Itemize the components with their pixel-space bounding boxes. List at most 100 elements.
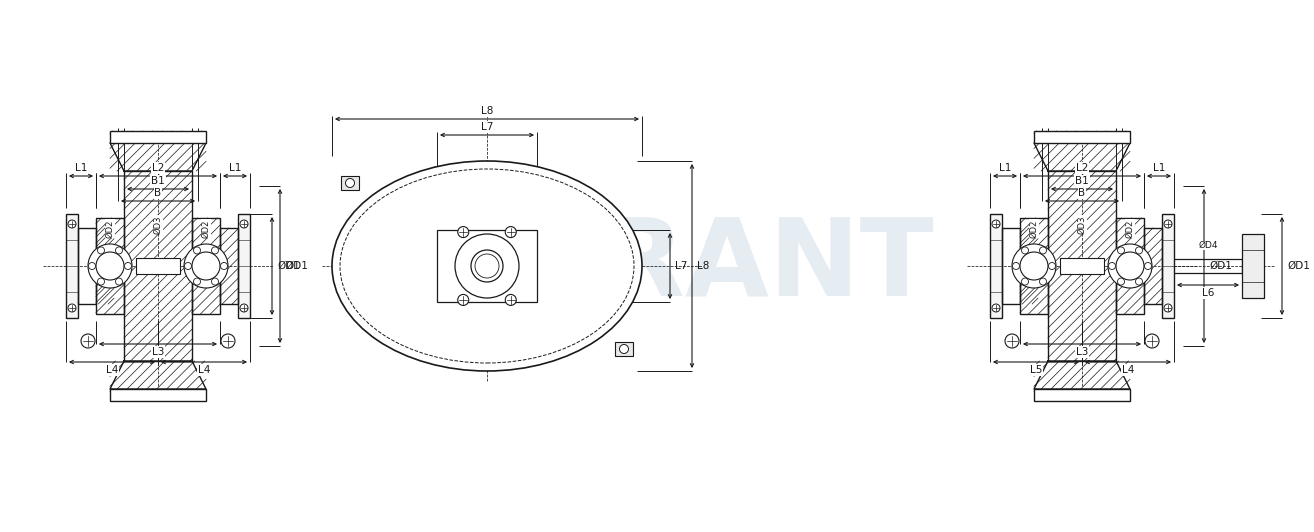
- Bar: [66, 214, 78, 318]
- Circle shape: [992, 304, 1000, 312]
- Text: B1: B1: [1075, 176, 1089, 186]
- Text: L4: L4: [198, 365, 210, 375]
- Circle shape: [1164, 304, 1172, 312]
- Text: L1: L1: [229, 163, 242, 173]
- Circle shape: [212, 278, 218, 285]
- Circle shape: [506, 227, 516, 238]
- Circle shape: [184, 262, 192, 270]
- Circle shape: [1117, 278, 1125, 285]
- Bar: [1020, 228, 1038, 304]
- Text: L8: L8: [696, 261, 710, 271]
- Circle shape: [1005, 334, 1018, 348]
- Bar: [96, 228, 114, 304]
- Circle shape: [184, 244, 229, 288]
- Circle shape: [619, 345, 628, 353]
- Circle shape: [1020, 252, 1049, 280]
- Bar: [78, 228, 96, 304]
- Text: L7: L7: [675, 261, 687, 271]
- Text: B: B: [1079, 188, 1085, 198]
- Circle shape: [1021, 247, 1029, 254]
- Bar: [438, 230, 537, 302]
- Bar: [989, 214, 1003, 318]
- Circle shape: [88, 244, 131, 288]
- Circle shape: [212, 247, 218, 254]
- Circle shape: [1144, 262, 1151, 270]
- Circle shape: [506, 294, 516, 305]
- Text: ØD3: ØD3: [1077, 215, 1087, 234]
- Bar: [1116, 218, 1144, 314]
- Circle shape: [192, 252, 219, 280]
- Bar: [1034, 389, 1130, 401]
- Text: ØD2: ØD2: [201, 220, 210, 238]
- Bar: [1034, 361, 1130, 389]
- Circle shape: [1039, 278, 1046, 285]
- Circle shape: [1049, 262, 1055, 270]
- Bar: [124, 171, 192, 361]
- Circle shape: [96, 252, 124, 280]
- Circle shape: [455, 234, 519, 298]
- Text: L3: L3: [152, 347, 164, 357]
- Bar: [96, 218, 124, 314]
- Bar: [1003, 228, 1020, 304]
- Text: ØD2: ØD2: [1029, 220, 1038, 238]
- Text: L8: L8: [481, 106, 493, 116]
- Bar: [1162, 214, 1173, 318]
- Bar: [615, 342, 633, 356]
- Circle shape: [1021, 278, 1029, 285]
- Bar: [96, 218, 124, 314]
- Bar: [1049, 171, 1116, 361]
- Circle shape: [1135, 247, 1142, 254]
- Text: L1: L1: [75, 163, 87, 173]
- Bar: [1242, 234, 1264, 298]
- Bar: [1049, 171, 1116, 361]
- Text: ØD3: ØD3: [154, 215, 163, 234]
- Circle shape: [346, 179, 355, 187]
- Text: B1: B1: [151, 176, 164, 186]
- Bar: [1034, 131, 1130, 143]
- Circle shape: [68, 220, 76, 228]
- Bar: [1060, 258, 1104, 274]
- Text: L4: L4: [1122, 365, 1134, 375]
- Bar: [110, 143, 206, 171]
- Text: L1: L1: [999, 163, 1012, 173]
- Circle shape: [1013, 262, 1020, 270]
- Text: L7: L7: [481, 122, 493, 132]
- Bar: [219, 228, 238, 304]
- Circle shape: [221, 334, 235, 348]
- Text: L5: L5: [1030, 365, 1042, 375]
- Text: L3: L3: [1076, 347, 1088, 357]
- Text: JOGRANT: JOGRANT: [380, 213, 934, 319]
- Circle shape: [1135, 278, 1142, 285]
- Circle shape: [457, 294, 469, 305]
- Bar: [1020, 218, 1049, 314]
- Bar: [1144, 228, 1162, 304]
- Bar: [110, 131, 206, 143]
- Text: ØD1: ØD1: [1286, 261, 1310, 271]
- Circle shape: [1164, 220, 1172, 228]
- Bar: [192, 218, 219, 314]
- Bar: [192, 218, 219, 314]
- Text: L1: L1: [1152, 163, 1166, 173]
- Circle shape: [97, 247, 105, 254]
- Bar: [1034, 389, 1130, 401]
- Circle shape: [1108, 244, 1152, 288]
- Bar: [110, 389, 206, 401]
- Circle shape: [470, 250, 503, 282]
- Text: B: B: [155, 188, 162, 198]
- Circle shape: [240, 304, 248, 312]
- Text: ØD2: ØD2: [105, 220, 114, 238]
- Bar: [1116, 218, 1144, 314]
- Bar: [1034, 131, 1130, 143]
- Bar: [124, 171, 192, 361]
- Circle shape: [88, 262, 96, 270]
- Circle shape: [68, 304, 76, 312]
- Text: ØD1: ØD1: [285, 261, 307, 271]
- Circle shape: [116, 278, 122, 285]
- Circle shape: [457, 227, 469, 238]
- Bar: [110, 389, 206, 401]
- Bar: [238, 214, 250, 318]
- Text: L6: L6: [1202, 288, 1214, 298]
- Bar: [1144, 228, 1162, 304]
- Text: L4: L4: [106, 365, 118, 375]
- Circle shape: [1144, 334, 1159, 348]
